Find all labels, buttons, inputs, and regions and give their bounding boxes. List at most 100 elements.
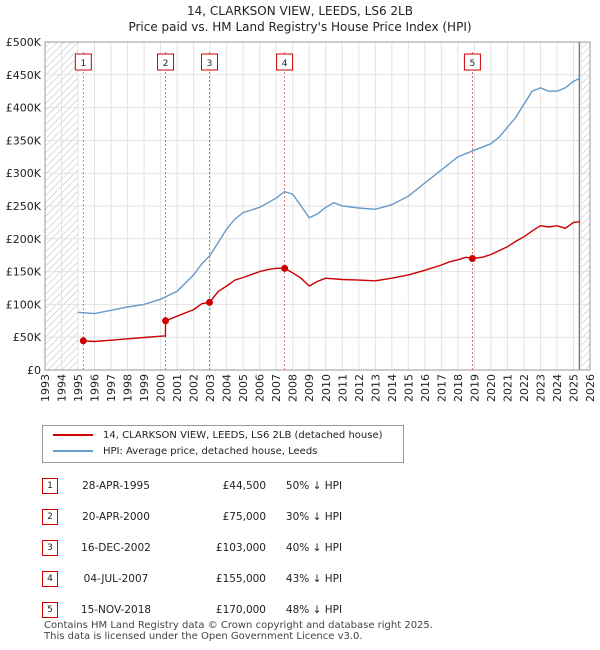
- y-tick-label: £350K: [6, 134, 42, 147]
- x-tick-label: 2017: [435, 374, 448, 402]
- legend: 14, CLARKSON VIEW, LEEDS, LS6 2LB (detac…: [42, 425, 404, 463]
- sale-point: [281, 264, 289, 272]
- table-row: 5 15-NOV-2018 £170,000 48% ↓ HPI: [42, 594, 362, 625]
- x-tick-label: 2010: [320, 374, 333, 402]
- sale-number-box: [276, 53, 294, 71]
- x-tick-label: 2026: [584, 374, 597, 402]
- sale-hpi-diff: 43% ↓ HPI: [285, 572, 343, 585]
- sale-number-badge: 1: [42, 477, 58, 494]
- sale-point: [79, 337, 87, 345]
- sale-number-box: [157, 53, 175, 71]
- y-tick-label: £450K: [6, 69, 42, 82]
- y-tick-label: £200K: [6, 233, 42, 246]
- sale-point: [205, 298, 213, 306]
- sale-number-label: 4: [282, 59, 288, 69]
- x-tick-label: 1993: [39, 374, 52, 402]
- x-tick-label: 1999: [138, 374, 151, 402]
- sale-number-box: [463, 53, 481, 71]
- x-tick-label: 2016: [419, 374, 432, 402]
- sale-number-box: [200, 53, 218, 71]
- sale-hpi-diff: 30% ↓ HPI: [285, 510, 343, 523]
- plot-border: [44, 41, 591, 371]
- x-tick-label: 1997: [105, 374, 118, 402]
- table-row: 1 28-APR-1995 £44,500 50% ↓ HPI: [42, 470, 362, 501]
- sale-price: £103,000: [215, 541, 266, 554]
- chart-subtitle: Price paid vs. HM Land Registry's House …: [128, 20, 472, 34]
- sale-price: £170,000: [215, 603, 266, 616]
- sale-date: 16-DEC-2002: [81, 541, 151, 554]
- x-tick-label: 2020: [485, 374, 498, 402]
- x-tick-label: 2003: [204, 374, 217, 402]
- sale-date: 20-APR-2000: [82, 510, 150, 523]
- x-tick-label: 2025: [567, 374, 580, 402]
- x-tick-label: 2018: [452, 374, 465, 402]
- sale-date: 04-JUL-2007: [83, 572, 149, 585]
- x-tick-label: 2011: [336, 374, 349, 402]
- sale-price: £155,000: [215, 572, 266, 585]
- sale-price: £44,500: [222, 479, 266, 492]
- sales-table: 1 28-APR-1995 £44,500 50% ↓ HPI 2 20-APR…: [42, 470, 362, 625]
- sale-number-label: 1: [80, 59, 86, 69]
- x-tick-label: 2009: [303, 374, 316, 402]
- y-tick-label: £300K: [6, 167, 42, 180]
- x-tick-label: 1995: [72, 374, 85, 402]
- legend-swatch-property: [53, 434, 93, 436]
- sale-date: 28-APR-1995: [82, 479, 150, 492]
- x-tick-label: 2005: [237, 374, 250, 402]
- price-paid-line: [83, 221, 581, 343]
- y-tick-label: £100K: [6, 298, 42, 311]
- legend-item-hpi: HPI: Average price, detached house, Leed…: [53, 445, 317, 459]
- x-tick-label: 1994: [56, 374, 69, 402]
- table-row: 3 16-DEC-2002 £103,000 40% ↓ HPI: [42, 532, 362, 563]
- sale-number-label: 2: [163, 59, 169, 69]
- x-tick-label: 2007: [270, 374, 283, 402]
- x-tick-label: 2021: [501, 374, 514, 402]
- x-tick-label: 2000: [155, 374, 168, 402]
- y-tick-label: £500K: [6, 36, 42, 49]
- sale-price: £75,000: [222, 510, 266, 523]
- footer: Contains HM Land Registry data © Crown c…: [44, 620, 433, 642]
- sale-hpi-diff: 50% ↓ HPI: [285, 479, 343, 492]
- x-tick-label: 2019: [468, 374, 481, 402]
- x-tick-label: 2022: [518, 374, 531, 402]
- x-tick-label: 2023: [534, 374, 547, 402]
- legend-item-property: 14, CLARKSON VIEW, LEEDS, LS6 2LB (detac…: [53, 429, 383, 443]
- hpi-line: [77, 77, 581, 315]
- table-row: 4 04-JUL-2007 £155,000 43% ↓ HPI: [42, 563, 362, 594]
- x-tick-label: 2012: [353, 374, 366, 402]
- sale-number-label: 3: [207, 59, 213, 69]
- y-tick-label: £150K: [6, 266, 42, 279]
- sale-number-label: 5: [470, 59, 476, 69]
- x-tick-label: 2014: [386, 374, 399, 402]
- sale-number-badge: 2: [42, 508, 58, 525]
- x-tick-label: 2004: [221, 374, 234, 402]
- sale-hpi-diff: 40% ↓ HPI: [285, 541, 343, 554]
- x-tick-label: 1996: [89, 374, 102, 402]
- footer-license: This data is licensed under the Open Gov…: [44, 631, 363, 642]
- table-row: 2 20-APR-2000 £75,000 30% ↓ HPI: [42, 501, 362, 532]
- sale-point: [162, 317, 170, 325]
- x-tick-label: 2006: [254, 374, 267, 402]
- x-tick-label: 2002: [188, 374, 201, 402]
- sale-number-badge: 3: [42, 539, 58, 556]
- legend-swatch-hpi: [53, 450, 93, 452]
- x-tick-label: 2001: [171, 374, 184, 402]
- price-chart: 1 2 3 4 5 £0 £50K £100K £150K £200K £250K £300K £350…: [6, 36, 597, 402]
- x-tick-label: 1998: [122, 374, 135, 402]
- x-tick-label: 2024: [551, 374, 564, 402]
- x-tick-label: 2013: [369, 374, 382, 402]
- y-tick-label: £50K: [13, 331, 42, 344]
- chart-title: 14, CLARKSON VIEW, LEEDS, LS6 2LB: [187, 4, 413, 18]
- x-tick-label: 2008: [287, 374, 300, 402]
- y-tick-label: £400K: [6, 102, 42, 115]
- y-tick-label: £250K: [6, 200, 42, 213]
- y-tick-label: £0: [27, 364, 41, 377]
- legend-label-hpi: HPI: Average price, detached house, Leed…: [103, 446, 318, 457]
- x-tick-label: 2015: [402, 374, 415, 402]
- sale-point: [468, 254, 476, 262]
- sale-hpi-diff: 48% ↓ HPI: [285, 603, 343, 616]
- legend-label-property: 14, CLARKSON VIEW, LEEDS, LS6 2LB (detac…: [103, 430, 383, 441]
- sale-number-badge: 5: [42, 601, 58, 618]
- sale-number-badge: 4: [42, 570, 58, 587]
- sale-date: 15-NOV-2018: [80, 603, 152, 616]
